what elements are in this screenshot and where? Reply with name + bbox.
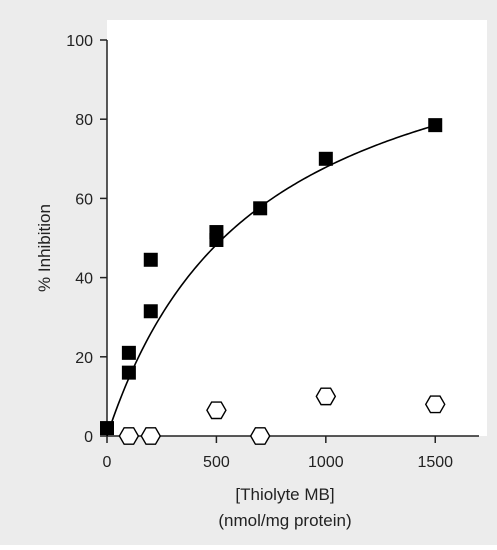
data-points-layer [100, 118, 446, 445]
fit-curve-layer [106, 124, 436, 437]
filled-square-point [143, 252, 158, 267]
open-hexagon-point [424, 395, 446, 414]
plot-area [107, 20, 487, 436]
filled-square-point [428, 118, 443, 133]
fit-curve [106, 124, 436, 437]
y-tick-label: 20 [75, 350, 93, 367]
y-tick-label: 60 [75, 191, 93, 208]
y-tick-label: 40 [75, 271, 93, 288]
filled-square-point [121, 365, 136, 380]
y-tick-label: 100 [66, 33, 93, 50]
x-tick-label: 0 [103, 454, 112, 471]
axes [106, 40, 479, 437]
x-tick-label: 500 [203, 454, 230, 471]
x-axis-label: [Thiolyte MB] [235, 485, 334, 504]
x-tick-label: 1000 [308, 454, 344, 471]
filled-square-point [318, 151, 333, 166]
y-tick-label: 0 [84, 429, 93, 446]
filled-square-point [209, 225, 224, 240]
filled-square-point [100, 421, 114, 436]
filled-square-point [121, 345, 136, 360]
x-axis-label-units: (nmol/mg protein) [218, 511, 351, 530]
open-hexagon-point [249, 427, 271, 445]
open-hexagon-point [315, 387, 337, 406]
open-hexagon-point [118, 427, 140, 445]
filled-square-point [253, 201, 268, 216]
open-hexagon-point [140, 427, 162, 445]
y-tick-label: 80 [75, 112, 93, 129]
y-axis-label: % Inhibition [35, 204, 54, 292]
x-tick-label: 1500 [417, 454, 453, 471]
filled-square-point [143, 304, 158, 319]
open-hexagon-point [206, 401, 227, 420]
